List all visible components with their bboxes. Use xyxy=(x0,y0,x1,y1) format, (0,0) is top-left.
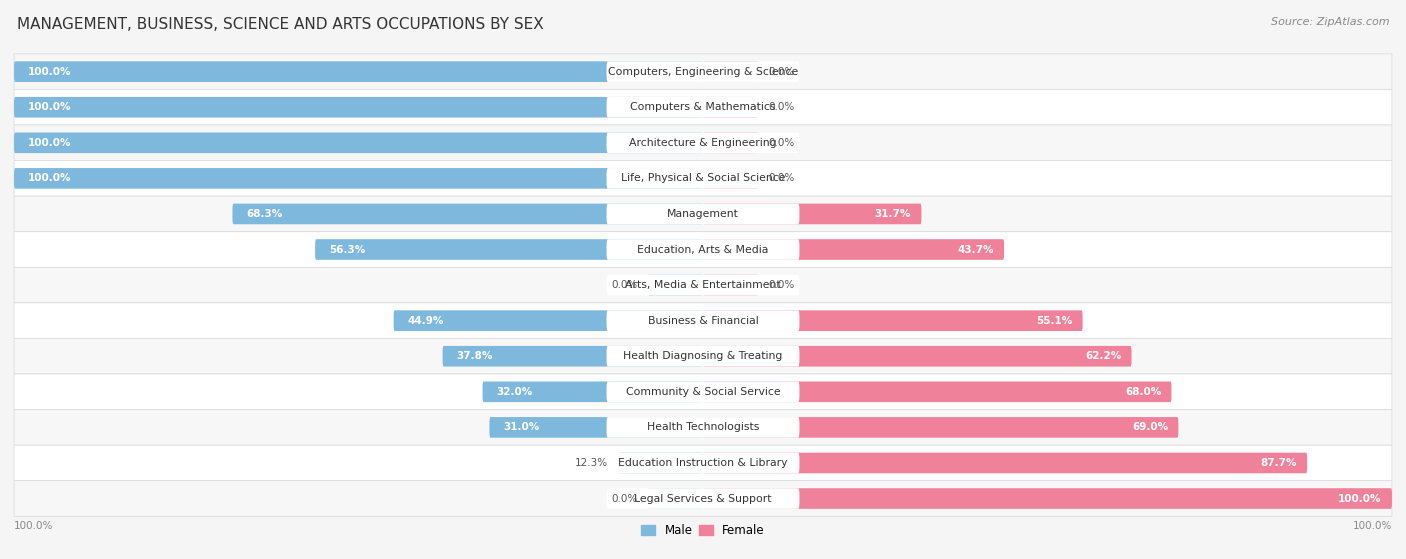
FancyBboxPatch shape xyxy=(703,453,1308,473)
Text: 100.0%: 100.0% xyxy=(1339,494,1382,504)
Text: Computers, Engineering & Science: Computers, Engineering & Science xyxy=(607,67,799,77)
FancyBboxPatch shape xyxy=(606,61,800,82)
FancyBboxPatch shape xyxy=(14,196,1392,232)
FancyBboxPatch shape xyxy=(606,168,800,189)
Text: 100.0%: 100.0% xyxy=(28,102,72,112)
Text: Architecture & Engineering: Architecture & Engineering xyxy=(630,138,776,148)
Text: 0.0%: 0.0% xyxy=(612,280,637,290)
Text: Community & Social Service: Community & Social Service xyxy=(626,387,780,397)
Legend: Male, Female: Male, Female xyxy=(637,520,769,542)
FancyBboxPatch shape xyxy=(14,374,1392,410)
FancyBboxPatch shape xyxy=(14,481,1392,517)
Text: 68.0%: 68.0% xyxy=(1125,387,1161,397)
FancyBboxPatch shape xyxy=(703,239,1004,260)
Text: 44.9%: 44.9% xyxy=(408,316,444,326)
FancyBboxPatch shape xyxy=(232,203,703,224)
Text: 32.0%: 32.0% xyxy=(496,387,533,397)
Text: 68.3%: 68.3% xyxy=(246,209,283,219)
FancyBboxPatch shape xyxy=(14,267,1392,303)
Text: 56.3%: 56.3% xyxy=(329,244,366,254)
FancyBboxPatch shape xyxy=(315,239,703,260)
FancyBboxPatch shape xyxy=(606,275,800,295)
FancyBboxPatch shape xyxy=(703,310,1083,331)
FancyBboxPatch shape xyxy=(14,125,1392,160)
Text: 31.0%: 31.0% xyxy=(503,423,540,432)
FancyBboxPatch shape xyxy=(703,168,758,189)
FancyBboxPatch shape xyxy=(703,275,758,295)
FancyBboxPatch shape xyxy=(14,303,1392,338)
FancyBboxPatch shape xyxy=(703,417,1178,438)
FancyBboxPatch shape xyxy=(482,381,703,402)
FancyBboxPatch shape xyxy=(703,346,1132,367)
Text: 0.0%: 0.0% xyxy=(769,67,794,77)
FancyBboxPatch shape xyxy=(606,97,800,117)
FancyBboxPatch shape xyxy=(606,453,800,473)
Text: 100.0%: 100.0% xyxy=(28,67,72,77)
Text: 37.8%: 37.8% xyxy=(457,351,492,361)
FancyBboxPatch shape xyxy=(14,54,1392,89)
Text: 12.3%: 12.3% xyxy=(575,458,607,468)
Text: Education Instruction & Library: Education Instruction & Library xyxy=(619,458,787,468)
Text: 0.0%: 0.0% xyxy=(769,280,794,290)
FancyBboxPatch shape xyxy=(606,310,800,331)
FancyBboxPatch shape xyxy=(14,338,1392,374)
FancyBboxPatch shape xyxy=(606,417,800,438)
Text: MANAGEMENT, BUSINESS, SCIENCE AND ARTS OCCUPATIONS BY SEX: MANAGEMENT, BUSINESS, SCIENCE AND ARTS O… xyxy=(17,17,544,32)
FancyBboxPatch shape xyxy=(14,97,703,117)
FancyBboxPatch shape xyxy=(14,168,703,189)
FancyBboxPatch shape xyxy=(703,97,758,117)
FancyBboxPatch shape xyxy=(606,239,800,260)
FancyBboxPatch shape xyxy=(703,132,758,153)
FancyBboxPatch shape xyxy=(648,275,703,295)
FancyBboxPatch shape xyxy=(489,417,703,438)
Text: Health Technologists: Health Technologists xyxy=(647,423,759,432)
Text: 43.7%: 43.7% xyxy=(957,244,994,254)
Text: Education, Arts & Media: Education, Arts & Media xyxy=(637,244,769,254)
FancyBboxPatch shape xyxy=(619,453,703,473)
Text: Source: ZipAtlas.com: Source: ZipAtlas.com xyxy=(1271,17,1389,27)
Text: Business & Financial: Business & Financial xyxy=(648,316,758,326)
FancyBboxPatch shape xyxy=(606,203,800,224)
Text: Life, Physical & Social Science: Life, Physical & Social Science xyxy=(621,173,785,183)
FancyBboxPatch shape xyxy=(14,89,1392,125)
Text: 0.0%: 0.0% xyxy=(769,173,794,183)
Text: Management: Management xyxy=(666,209,740,219)
Text: 69.0%: 69.0% xyxy=(1132,423,1168,432)
FancyBboxPatch shape xyxy=(14,132,703,153)
Text: 100.0%: 100.0% xyxy=(1353,520,1392,530)
FancyBboxPatch shape xyxy=(606,488,800,509)
Text: 55.1%: 55.1% xyxy=(1036,316,1073,326)
Text: 31.7%: 31.7% xyxy=(875,209,911,219)
Text: 0.0%: 0.0% xyxy=(612,494,637,504)
FancyBboxPatch shape xyxy=(14,232,1392,267)
Text: 87.7%: 87.7% xyxy=(1260,458,1296,468)
FancyBboxPatch shape xyxy=(703,203,921,224)
FancyBboxPatch shape xyxy=(443,346,703,367)
Text: Computers & Mathematics: Computers & Mathematics xyxy=(630,102,776,112)
FancyBboxPatch shape xyxy=(606,346,800,367)
FancyBboxPatch shape xyxy=(14,160,1392,196)
FancyBboxPatch shape xyxy=(703,381,1171,402)
Text: Health Diagnosing & Treating: Health Diagnosing & Treating xyxy=(623,351,783,361)
FancyBboxPatch shape xyxy=(606,381,800,402)
FancyBboxPatch shape xyxy=(394,310,703,331)
FancyBboxPatch shape xyxy=(703,488,1392,509)
FancyBboxPatch shape xyxy=(648,488,703,509)
FancyBboxPatch shape xyxy=(606,132,800,153)
FancyBboxPatch shape xyxy=(703,61,758,82)
Text: 100.0%: 100.0% xyxy=(28,138,72,148)
Text: Legal Services & Support: Legal Services & Support xyxy=(634,494,772,504)
Text: Arts, Media & Entertainment: Arts, Media & Entertainment xyxy=(626,280,780,290)
Text: 100.0%: 100.0% xyxy=(14,520,53,530)
FancyBboxPatch shape xyxy=(14,445,1392,481)
Text: 0.0%: 0.0% xyxy=(769,138,794,148)
Text: 100.0%: 100.0% xyxy=(28,173,72,183)
FancyBboxPatch shape xyxy=(14,410,1392,445)
Text: 62.2%: 62.2% xyxy=(1085,351,1121,361)
Text: 0.0%: 0.0% xyxy=(769,102,794,112)
FancyBboxPatch shape xyxy=(14,61,703,82)
